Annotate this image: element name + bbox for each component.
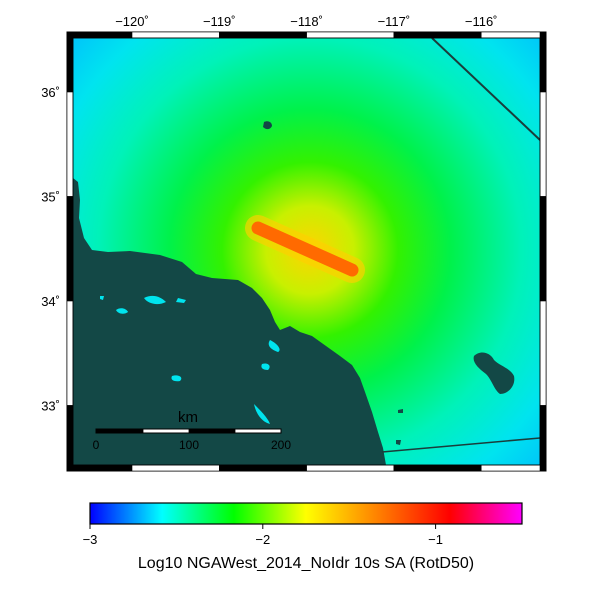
longitude-label: −116˚: [465, 14, 498, 29]
latitude-label: 36˚: [41, 85, 60, 100]
island-santa-cruz: [144, 295, 166, 305]
border-us-mexico: [381, 437, 540, 453]
scale-bar-title: km: [178, 409, 198, 426]
latitude-label: 34˚: [41, 294, 60, 309]
ocean-mask: [73, 178, 386, 465]
state-border-ca-nv: [431, 38, 540, 141]
island-catalina: [268, 340, 280, 352]
colorbar: −3 −2 −1 Log10 NGAWest_2014_NoIdr 10s SA (…: [83, 502, 523, 572]
small-lake-b: [396, 440, 401, 445]
scale-bar-label: 200: [271, 438, 291, 452]
longitude-label: −118˚: [290, 14, 323, 29]
colorbar-tick-label: −3: [83, 532, 98, 547]
colorbar-ticks: −3 −2 −1: [83, 524, 443, 547]
island-small-a: [100, 296, 104, 300]
colorbar-tick-label: −2: [255, 532, 270, 547]
island-santa-rosa: [116, 308, 128, 314]
island-san-clemente: [254, 404, 270, 424]
latitude-labels: 36˚ 35˚ 34˚ 33˚: [41, 85, 60, 414]
latitude-label: 35˚: [41, 190, 60, 205]
rupture-trace: [251, 221, 359, 277]
island-anacapa: [176, 298, 186, 303]
scale-bar: km 0 100 200: [93, 409, 292, 452]
latitude-label: 33˚: [41, 399, 60, 414]
scale-bar-label: 100: [179, 438, 199, 452]
island-san-nicolas: [171, 375, 182, 382]
small-lake-a: [398, 409, 403, 413]
colorbar-ramp: [89, 502, 523, 525]
colorbar-tick-label: −1: [428, 532, 443, 547]
longitude-label: −119˚: [203, 14, 236, 29]
map-frame: [66, 31, 547, 472]
scale-bar-label: 0: [93, 438, 100, 452]
salton-sea: [473, 352, 515, 394]
longitude-label: −120˚: [115, 14, 149, 29]
lake-isabella: [263, 121, 272, 130]
colorbar-title: Log10 NGAWest_2014_NoIdr 10s SA (RotD50): [138, 555, 474, 572]
map-panel: [73, 38, 540, 465]
longitude-label: −117˚: [378, 14, 411, 29]
island-santa-barbara: [261, 363, 270, 370]
longitude-labels: −120˚ −119˚ −118˚ −117˚ −116˚: [115, 14, 497, 29]
